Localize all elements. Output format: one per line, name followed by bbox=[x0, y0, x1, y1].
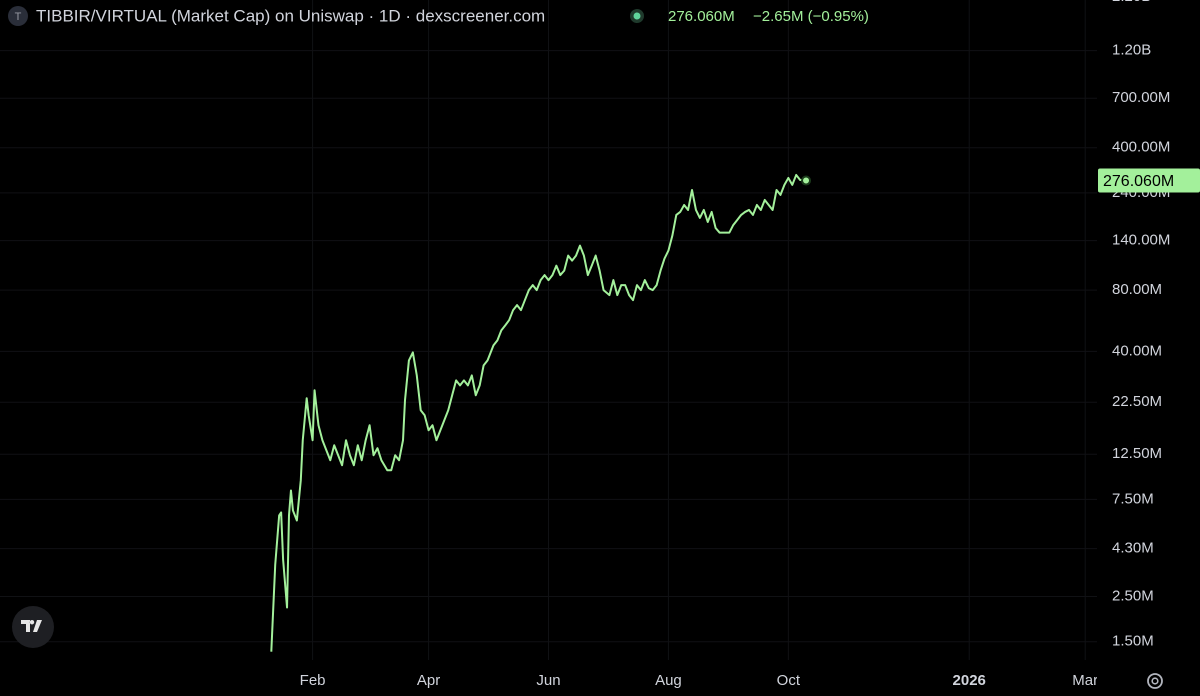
y-tick-label: 22.50M bbox=[1112, 393, 1162, 410]
y-tick-label: 4.30M bbox=[1112, 540, 1154, 557]
y-tick-label: 1.20B bbox=[1112, 42, 1151, 59]
x-tick-label: Mar bbox=[1072, 672, 1098, 689]
symbol-icon-bg bbox=[8, 6, 28, 26]
x-tick-label: 2026 bbox=[953, 672, 986, 689]
status-dot bbox=[633, 12, 641, 20]
y-tick-label: 2.50M bbox=[1112, 588, 1154, 605]
tv-logo bbox=[12, 606, 54, 648]
y-tick-label: 2.20B bbox=[1112, 0, 1151, 5]
y-tick-label: 7.50M bbox=[1112, 490, 1154, 507]
settings-icon[interactable] bbox=[1147, 673, 1163, 689]
y-tick-label: 1.50M bbox=[1112, 633, 1154, 650]
plot-area bbox=[270, 173, 812, 652]
y-tick-label: 400.00M bbox=[1112, 139, 1170, 156]
price-tag: 276.060M bbox=[1103, 173, 1174, 190]
y-tick-label: 40.00M bbox=[1112, 342, 1162, 359]
y-tick-label: 700.00M bbox=[1112, 89, 1170, 106]
symbol-icon: T bbox=[15, 11, 22, 23]
y-tick-label: 12.50M bbox=[1112, 445, 1162, 462]
price-scale: 1.50M 2.50M 4.30M 7.50M 12.50M 22.50M 40.00M 80… bbox=[1112, 0, 1170, 650]
x-tick-label: Feb bbox=[300, 672, 326, 689]
x-tick-label: Oct bbox=[777, 672, 801, 689]
x-tick-label: Jun bbox=[536, 672, 560, 689]
chart-title: TIBBIR/VIRTUAL (Market Cap) on Uniswap ·… bbox=[36, 6, 545, 25]
time-scale: Feb Apr Jun Aug Oct 2026 Mar bbox=[300, 672, 1098, 689]
x-tick-label: Apr bbox=[417, 672, 440, 689]
last-point bbox=[801, 175, 812, 186]
grid bbox=[0, 0, 1097, 660]
y-tick-label: 80.00M bbox=[1112, 281, 1162, 298]
y-tick-label: 140.00M bbox=[1112, 232, 1170, 249]
series-line bbox=[270, 173, 807, 652]
x-tick-label: Aug bbox=[655, 672, 682, 689]
last-value: 276.060M bbox=[668, 8, 735, 25]
price-tag-bg bbox=[1098, 168, 1200, 193]
change-value: −2.65M (−0.95%) bbox=[753, 8, 869, 25]
